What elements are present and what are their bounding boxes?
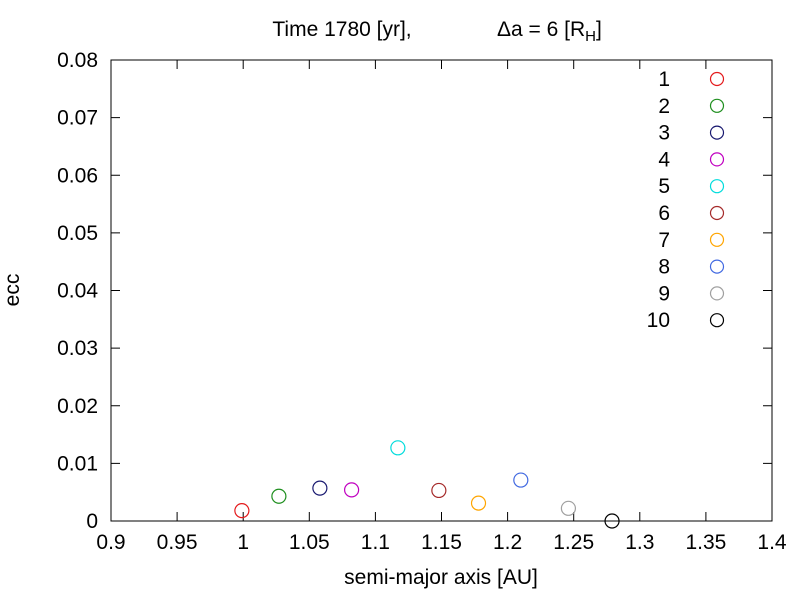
data-point-series-1: [234, 503, 250, 519]
legend-label: 3: [658, 122, 670, 145]
legend-label: 1: [658, 68, 670, 91]
legend-label: 10: [647, 309, 670, 332]
chart-title-delta-prefix: Δa = 6 [R: [497, 18, 585, 41]
x-tick-label: 1.25: [553, 531, 594, 554]
data-point-series-8: [513, 472, 529, 488]
legend-label: 8: [658, 256, 670, 279]
data-point-series-7: [470, 495, 487, 511]
legend-label: 2: [658, 95, 670, 118]
legend-marker: [709, 98, 725, 113]
x-tick-label: 1.35: [685, 531, 726, 554]
chart-title-delta-suffix: ]: [596, 18, 602, 41]
x-tick-label: 1.15: [421, 531, 462, 554]
legend: 1 2 3 4 5 6 7 8 9 10: [647, 68, 725, 332]
x-tick-label: 0.95: [157, 531, 198, 554]
chart-title-delta: Δa = 6 [RH]: [497, 18, 602, 45]
x-tick-label: 1.1: [361, 531, 390, 554]
legend-marker: [709, 313, 725, 328]
data-point-series-2: [271, 488, 287, 504]
data-points: [234, 440, 620, 529]
y-tick-label: 0: [86, 510, 98, 533]
x-tick-label: 1.2: [493, 531, 522, 554]
legend-marker: [709, 125, 725, 140]
y-tick-label: 0.03: [57, 337, 98, 360]
chart-title-time: Time 1780 [yr],: [272, 18, 411, 41]
y-tick-label: 0.06: [57, 164, 98, 187]
data-point-series-4: [344, 482, 360, 498]
data-point-series-5: [390, 440, 406, 456]
x-axis-ticks: 0.9 0.95 1 1.05 1.1 1.15 1.2 1.25 1.3 1.35 1.4: [96, 60, 787, 554]
legend-marker: [709, 259, 725, 274]
x-tick-label: 1: [237, 531, 249, 554]
x-axis-title: semi-major axis [AU]: [344, 566, 538, 589]
y-tick-label: 0.04: [57, 280, 98, 303]
chart-title: Time 1780 [yr], Δa = 6 [RH]: [272, 18, 601, 45]
legend-marker: [709, 152, 725, 167]
legend-label: 5: [658, 175, 670, 198]
data-point-series-9: [560, 500, 577, 516]
legend-label: 6: [658, 202, 670, 225]
plot-frame: [110, 59, 773, 522]
data-point-series-3: [312, 480, 328, 496]
y-tick-label: 0.05: [57, 222, 98, 245]
legend-label: 9: [658, 282, 670, 305]
y-tick-label: 0.08: [57, 49, 98, 72]
y-axis-title: ecc: [1, 274, 24, 307]
legend-marker: [709, 232, 725, 247]
x-tick-label: 1.3: [625, 531, 654, 554]
x-tick-label: 1.4: [757, 531, 787, 554]
legend-marker: [709, 179, 725, 194]
y-tick-label: 0.07: [57, 107, 98, 130]
x-tick-label: 0.9: [96, 531, 125, 554]
legend-label: 4: [658, 148, 670, 171]
legend-label: 7: [658, 229, 670, 252]
chart-title-delta-subscript: H: [585, 28, 596, 45]
y-tick-label: 0.01: [57, 452, 98, 475]
legend-marker: [709, 286, 725, 301]
data-point-series-6: [431, 482, 447, 499]
x-tick-label: 1.05: [289, 531, 330, 554]
legend-marker: [709, 71, 725, 87]
legend-marker: [709, 205, 725, 221]
y-tick-label: 0.02: [57, 395, 98, 418]
